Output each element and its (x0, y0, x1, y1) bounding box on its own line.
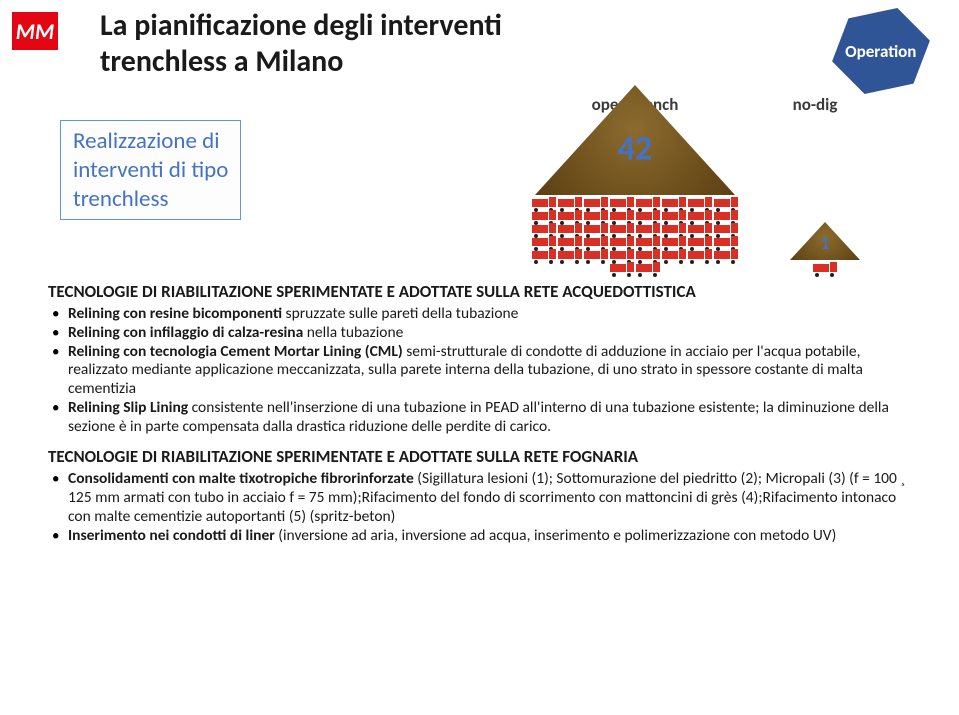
truck-icon (714, 199, 738, 210)
section2-list: Consolidamenti con malte tixotropiche fi… (48, 470, 919, 546)
pile-no-dig: 1 (750, 222, 900, 276)
b: Inserimento nei condotti di liner (68, 526, 275, 545)
callout-l2: interventi di tipo (73, 156, 228, 184)
truck-icon (610, 251, 634, 262)
truck-icon (714, 212, 738, 223)
list-item: Inserimento nei condotti di liner (inver… (48, 527, 919, 546)
truck-icon (714, 251, 738, 262)
pile-value-small: 1 (820, 232, 829, 254)
truck-icon (688, 212, 712, 223)
truck-icon (584, 251, 608, 262)
list-item: Relining con infilaggio di calza-resina … (48, 324, 919, 343)
truck-icon (636, 264, 660, 275)
list-item: Consolidamenti con malte tixotropiche fi… (48, 470, 919, 527)
page-title: La pianificazione degli interventi trenc… (100, 8, 502, 80)
truck-icon (558, 212, 582, 223)
body-text: TECNOLOGIE DI RIABILITAZIONE SPERIMENTAT… (48, 282, 919, 555)
truck-icon (532, 251, 556, 262)
truck-icon (610, 238, 634, 249)
b: Relining Slip Lining (68, 398, 188, 417)
truck-icon (813, 264, 837, 275)
truck-icon (558, 199, 582, 210)
operation-badge: Operation (823, 0, 939, 103)
b: Relining con resine bicomponenti (68, 304, 282, 323)
truck-icon (662, 251, 686, 262)
trucks-open-trench (531, 198, 739, 276)
truck-icon (636, 251, 660, 262)
truck-icon (662, 238, 686, 249)
t: nella tubazione (303, 323, 403, 342)
b: Consolidamenti con malte tixotropiche fi… (68, 469, 414, 488)
truck-icon (532, 212, 556, 223)
t: consistente nell'inserzione di una tubaz… (68, 398, 889, 436)
truck-icon (558, 225, 582, 236)
truck-icon (558, 238, 582, 249)
list-item: Relining con resine bicomponenti spruzza… (48, 305, 919, 324)
truck-icon (688, 225, 712, 236)
truck-icon (610, 225, 634, 236)
truck-icon (688, 199, 712, 210)
logo: MM (12, 12, 58, 50)
badge-text: Operation (845, 41, 916, 62)
t: spruzzate sulle pareti della tubazione (282, 304, 518, 323)
section2-title: TECNOLOGIE DI RIABILITAZIONE SPERIMENTAT… (48, 447, 919, 468)
truck-icon (584, 225, 608, 236)
logo-text: MM (16, 18, 54, 45)
section1-title: TECNOLOGIE DI RIABILITAZIONE SPERIMENTAT… (48, 282, 919, 303)
truck-icon (714, 225, 738, 236)
pile-icon-small: 1 (790, 222, 860, 260)
pile-icon-big: 42 (535, 85, 735, 195)
title-line2: trenchless a Milano (100, 43, 343, 80)
t: (inversione ad aria, inversione ad acqua… (275, 526, 837, 545)
truck-icon (636, 238, 660, 249)
label-no-dig: no-dig (740, 94, 890, 115)
callout-l3: trenchless (73, 185, 168, 213)
b: Relining con tecnologia Cement Mortar Li… (68, 342, 403, 361)
truck-icon (636, 199, 660, 210)
truck-icon (558, 251, 582, 262)
truck-icon (662, 199, 686, 210)
truck-icon (532, 199, 556, 210)
truck-icon (584, 199, 608, 210)
truck-icon (532, 225, 556, 236)
title-line1: La pianificazione degli interventi (100, 7, 502, 44)
infographic: 42 1 (520, 116, 920, 276)
truck-icon (688, 251, 712, 262)
truck-icon (662, 225, 686, 236)
list-item: Relining con tecnologia Cement Mortar Li… (48, 343, 919, 400)
truck-icon (532, 238, 556, 249)
truck-icon (610, 264, 634, 275)
truck-icon (714, 238, 738, 249)
callout-l1: Realizzazione di (73, 127, 220, 155)
b: Relining con infilaggio di calza-resina (68, 323, 303, 342)
truck-icon (584, 212, 608, 223)
trucks-no-dig (799, 263, 851, 276)
truck-icon (584, 238, 608, 249)
truck-icon (610, 212, 634, 223)
callout-box: Realizzazione di interventi di tipo tren… (60, 120, 241, 220)
truck-icon (610, 199, 634, 210)
truck-icon (636, 225, 660, 236)
pile-value-big: 42 (618, 128, 652, 169)
pile-open-trench: 42 (520, 85, 750, 276)
truck-icon (662, 212, 686, 223)
list-item: Relining Slip Lining consistente nell'in… (48, 399, 919, 437)
truck-icon (688, 238, 712, 249)
section1-list: Relining con resine bicomponenti spruzza… (48, 305, 919, 437)
truck-icon (636, 212, 660, 223)
